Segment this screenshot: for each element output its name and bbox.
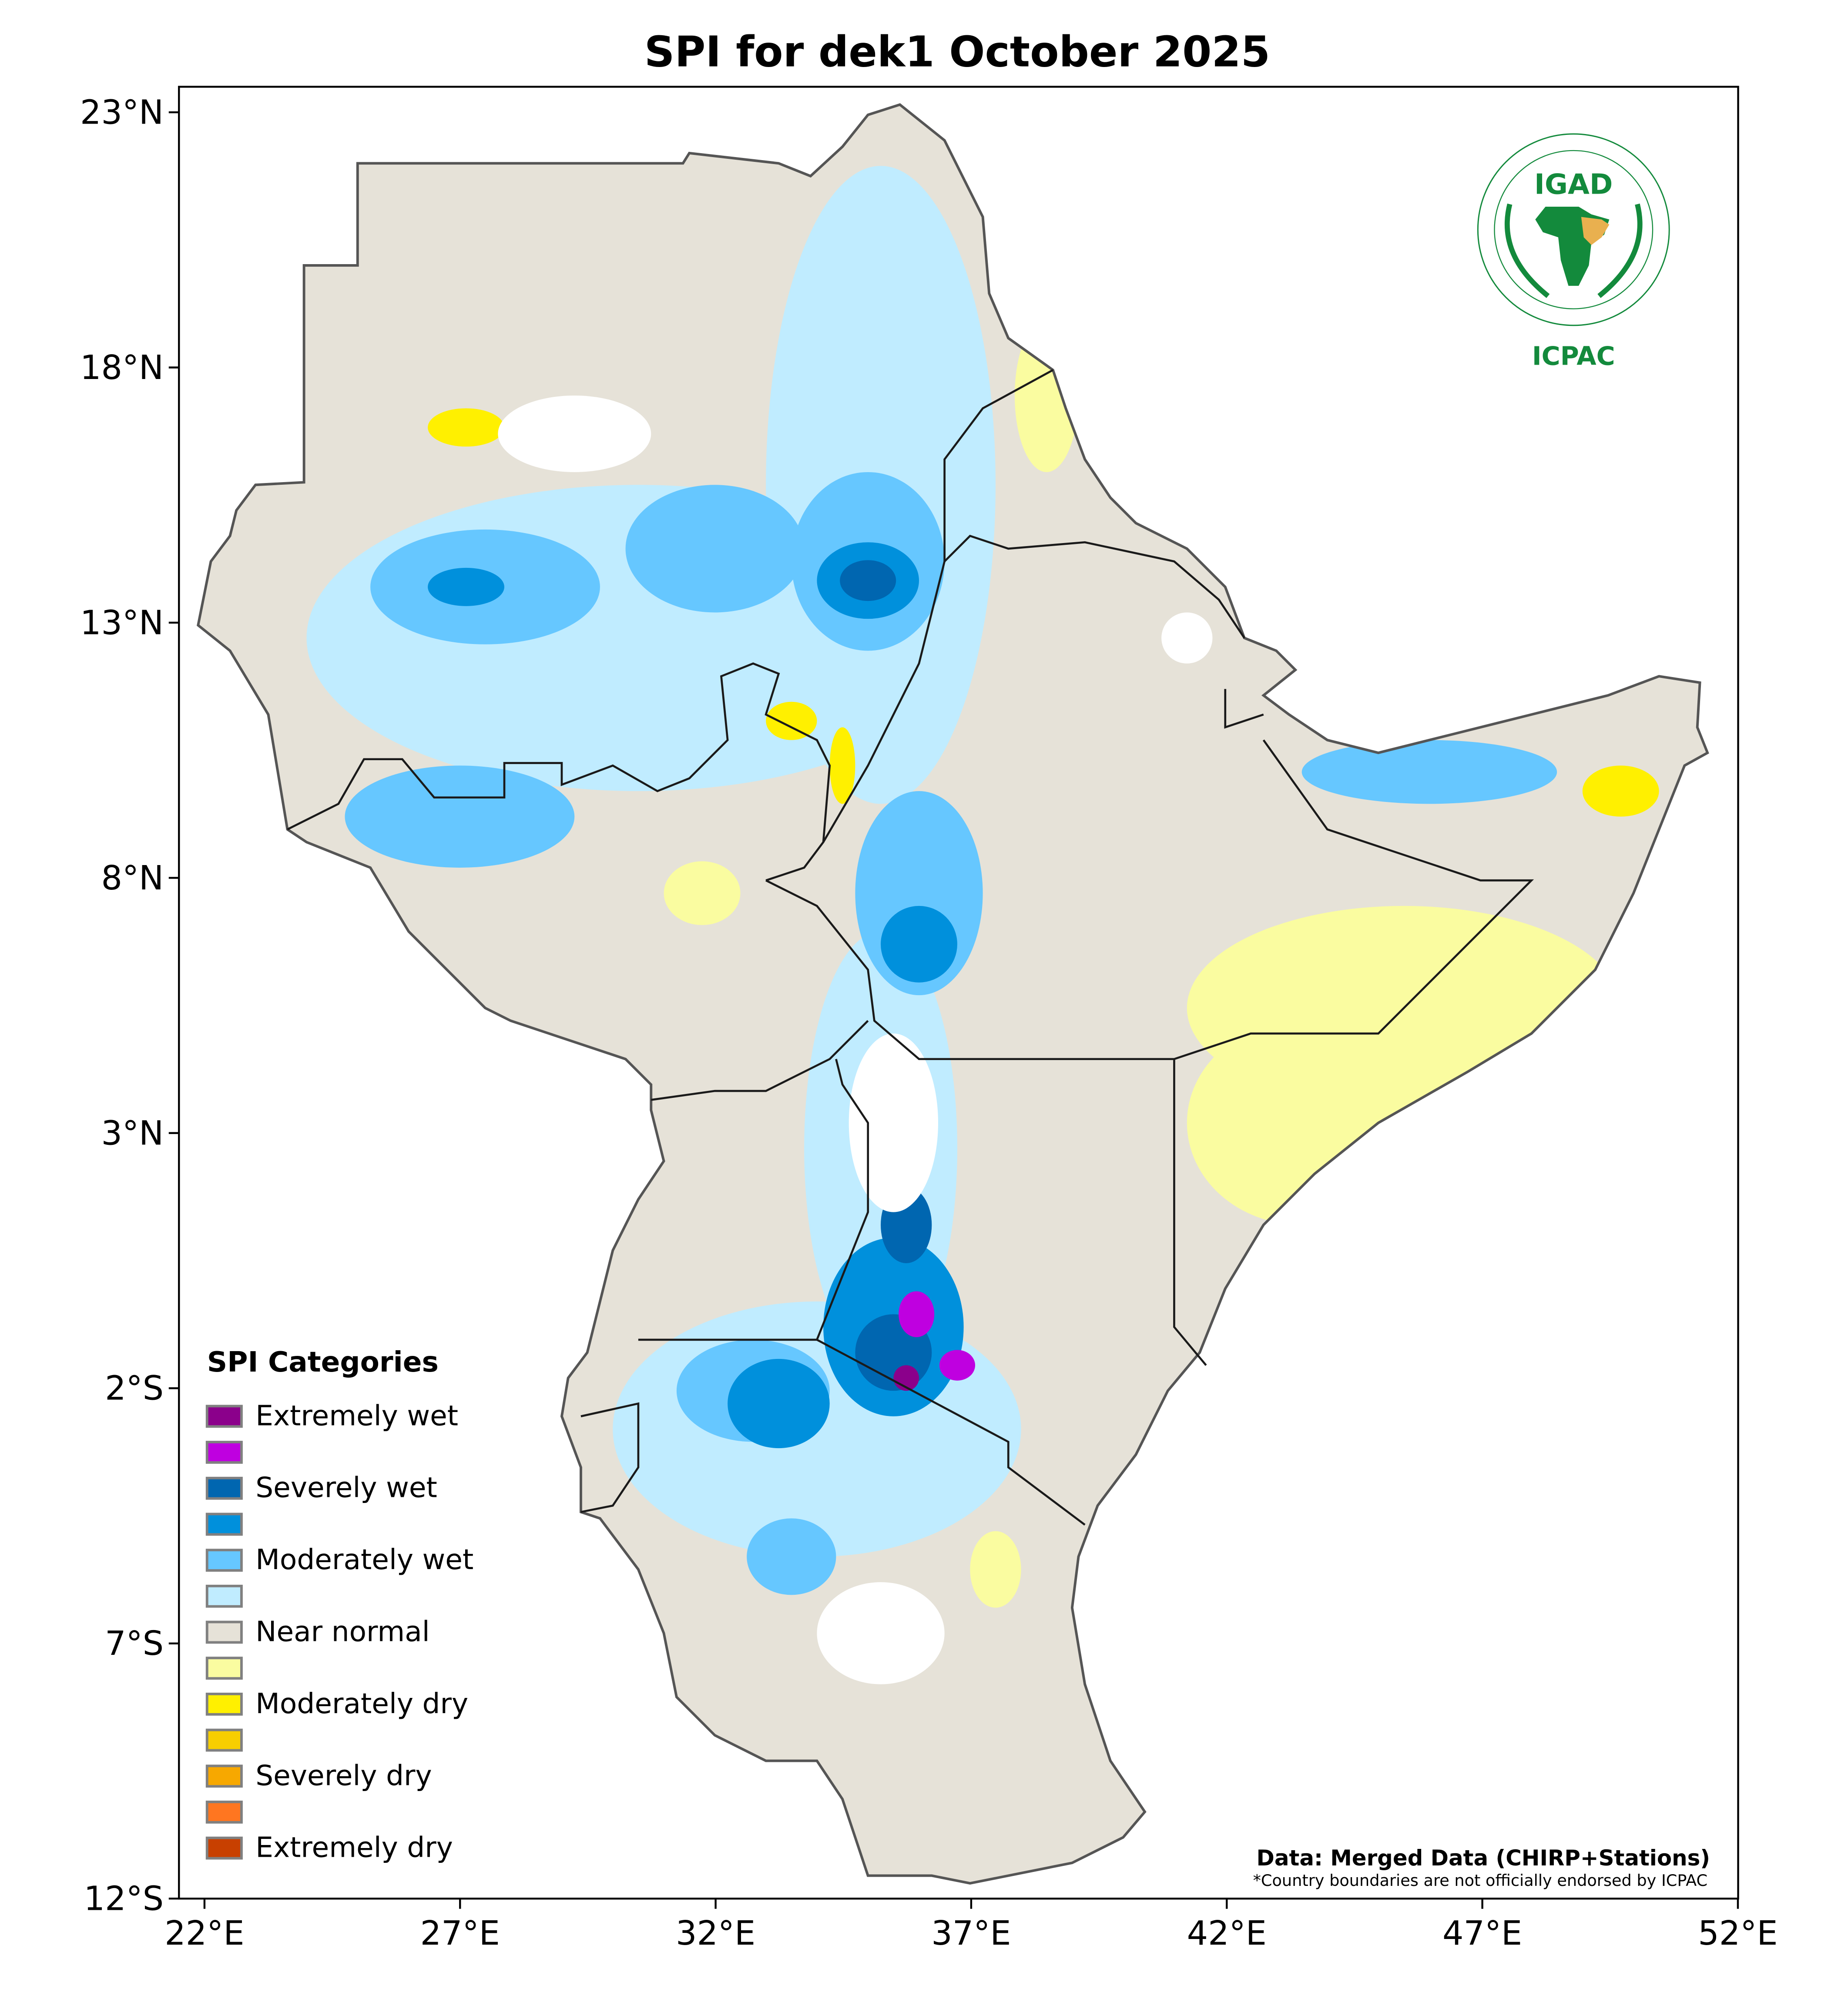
spi-patch: [899, 1291, 935, 1338]
spi-patch: [881, 906, 957, 983]
spi-patch: [817, 1582, 945, 1684]
y-tick-label: 3°N: [101, 1114, 164, 1152]
country-border-line: [638, 1338, 1086, 1526]
legend-swatch: [205, 1513, 243, 1536]
legend-swatch: [205, 1728, 243, 1752]
y-tick-label: 7°S: [105, 1624, 164, 1663]
legend: SPI Categories Extremely wet Severely wet…: [205, 1346, 473, 1864]
legend-label: Severely dry: [255, 1759, 432, 1792]
logo-igad-text: IGAD: [1534, 168, 1613, 201]
y-axis: 23°N 18°N 13°N 8°N 3°N 2°S 7°S 12°S: [80, 93, 179, 1918]
legend-swatch: [205, 1657, 243, 1680]
spi-patch: [498, 396, 651, 472]
country-border-line: [816, 1059, 869, 1340]
legend-swatch: [205, 1584, 243, 1608]
x-tick-label: 52°E: [1698, 1914, 1778, 1952]
y-tick-label: 13°N: [80, 603, 164, 642]
country-border-line: [822, 534, 1245, 843]
x-tick-label: 32°E: [676, 1914, 755, 1952]
country-border-line: [943, 369, 1054, 562]
country-borders: [287, 369, 1534, 1526]
spi-patch: [939, 1350, 976, 1381]
x-tick-label: 22°E: [164, 1914, 244, 1952]
spi-patch: [625, 485, 805, 613]
logo-icpac-text: ICPAC: [1532, 342, 1615, 371]
spi-patch: [664, 861, 741, 925]
x-tick-label: 47°E: [1442, 1914, 1522, 1952]
spi-patch: [345, 765, 575, 868]
country-border-line: [651, 1020, 869, 1101]
legend-swatch: [205, 1476, 243, 1500]
country-border-line: [1224, 689, 1264, 729]
legend-swatch: [205, 1441, 243, 1464]
data-source-note: Data: Merged Data (CHIRP+Stations): [1257, 1845, 1711, 1871]
legend-label: Moderately dry: [255, 1687, 468, 1720]
country-border-line: [580, 1402, 640, 1513]
spi-patch: [1582, 765, 1659, 817]
y-tick-label: 8°N: [101, 859, 164, 897]
y-tick-label: 23°N: [80, 93, 164, 131]
legend-label: Extremely dry: [255, 1832, 453, 1864]
region-outline: [197, 103, 1709, 1885]
igad-region-shape-icon: [1581, 217, 1610, 245]
x-tick-label: 42°E: [1187, 1914, 1267, 1952]
spi-patch: [766, 701, 817, 740]
legend-swatch: [205, 1692, 243, 1716]
boundary-disclaimer: *Country boundaries are not officially e…: [1253, 1871, 1708, 1890]
legend-swatch: [205, 1801, 243, 1824]
legend-label: Extremely wet: [255, 1399, 458, 1432]
spi-patch: [728, 1359, 830, 1449]
spi-patch: [428, 408, 505, 447]
spi-patch: [829, 727, 855, 804]
legend-label: Near normal: [255, 1615, 429, 1648]
spi-patch: [840, 560, 896, 601]
legend-label: Moderately wet: [255, 1543, 473, 1576]
x-axis: 22°E 27°E 32°E 37°E 42°E 47°E 52°E: [164, 1899, 1778, 1952]
map-title: SPI for dek1 October 2025: [644, 27, 1270, 76]
legend-title: SPI Categories: [207, 1346, 439, 1379]
igad-icpac-logo: IGAD ICPAC: [1477, 133, 1670, 371]
legend-label: Severely wet: [255, 1472, 437, 1504]
legend-swatch: [205, 1405, 243, 1428]
legend-swatch: [205, 1620, 243, 1644]
spi-patch: [849, 1033, 938, 1212]
country-border-line: [287, 662, 831, 882]
country-border-line: [1173, 1059, 1207, 1366]
laurel-right-icon: [1597, 203, 1643, 298]
y-tick-label: 2°S: [105, 1369, 164, 1408]
x-tick-label: 27°E: [420, 1914, 500, 1952]
legend-swatch: [205, 1764, 243, 1788]
y-tick-label: 12°S: [84, 1879, 164, 1918]
y-tick-label: 18°N: [80, 348, 164, 387]
laurel-left-icon: [1504, 203, 1550, 298]
spi-patch: [747, 1518, 836, 1595]
spi-patch: [970, 1531, 1021, 1608]
legend-swatch: [205, 1549, 243, 1572]
spi-patch: [1301, 740, 1557, 804]
spi-patch: [428, 567, 505, 606]
spi-patch: [1161, 612, 1213, 664]
legend-swatch: [205, 1836, 243, 1860]
x-tick-label: 37°E: [931, 1914, 1011, 1952]
country-border-line: [765, 739, 1534, 1060]
